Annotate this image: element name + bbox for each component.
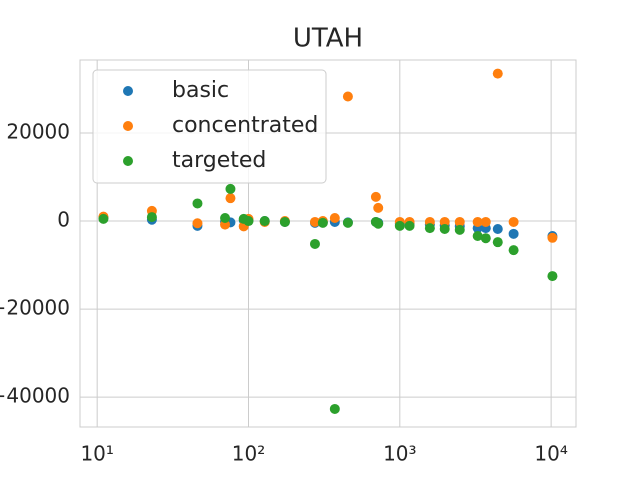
point [192,218,203,229]
y-tick-label: 20000 [6,120,70,144]
x-tick-label: 10¹ [80,442,113,466]
point [279,216,290,227]
point [492,68,503,79]
point [547,271,558,282]
point [220,212,231,223]
x-tick-label: 10² [232,442,265,466]
point [454,216,465,227]
x-tick-label: 10³ [383,442,416,466]
point [454,224,465,235]
point [243,216,254,227]
point [309,216,320,227]
points [98,68,558,414]
point [508,216,519,227]
point [192,198,203,209]
point [146,212,157,223]
plot-frame [79,59,577,428]
point [508,245,519,256]
point [480,216,491,227]
legend-box [92,69,327,184]
legend-label: basic [172,78,229,103]
y-tick-label: −40000 [0,384,70,408]
x-tick-label: 10⁴ [534,442,567,466]
point [394,220,405,231]
point [225,183,236,194]
point [370,191,381,202]
point [309,238,320,249]
legend-label: concentrated [172,113,318,138]
legend-marker [123,156,133,166]
y-tick-label: −20000 [0,296,70,320]
point [373,218,384,229]
point [472,231,483,242]
point [225,193,236,204]
point [492,223,503,234]
chart-title: UTAH [293,24,363,54]
point [98,213,109,224]
point [480,233,491,244]
point [404,220,415,231]
point [329,403,340,414]
point [373,202,384,213]
legend-marker [123,86,133,96]
point [342,217,353,228]
point [439,216,450,227]
point [317,217,328,228]
point [259,216,270,227]
point [547,232,558,243]
y-tick-label: 0 [57,208,70,232]
legend-marker [123,121,133,131]
point [508,228,519,239]
legend: basic concentrated targeted [92,69,327,184]
point [342,91,353,102]
legend-label: targeted [172,148,266,173]
x-axis-label: Population [275,479,380,480]
point [329,212,340,223]
point [492,237,503,248]
point [472,216,483,227]
point [439,223,450,234]
point [424,223,435,234]
